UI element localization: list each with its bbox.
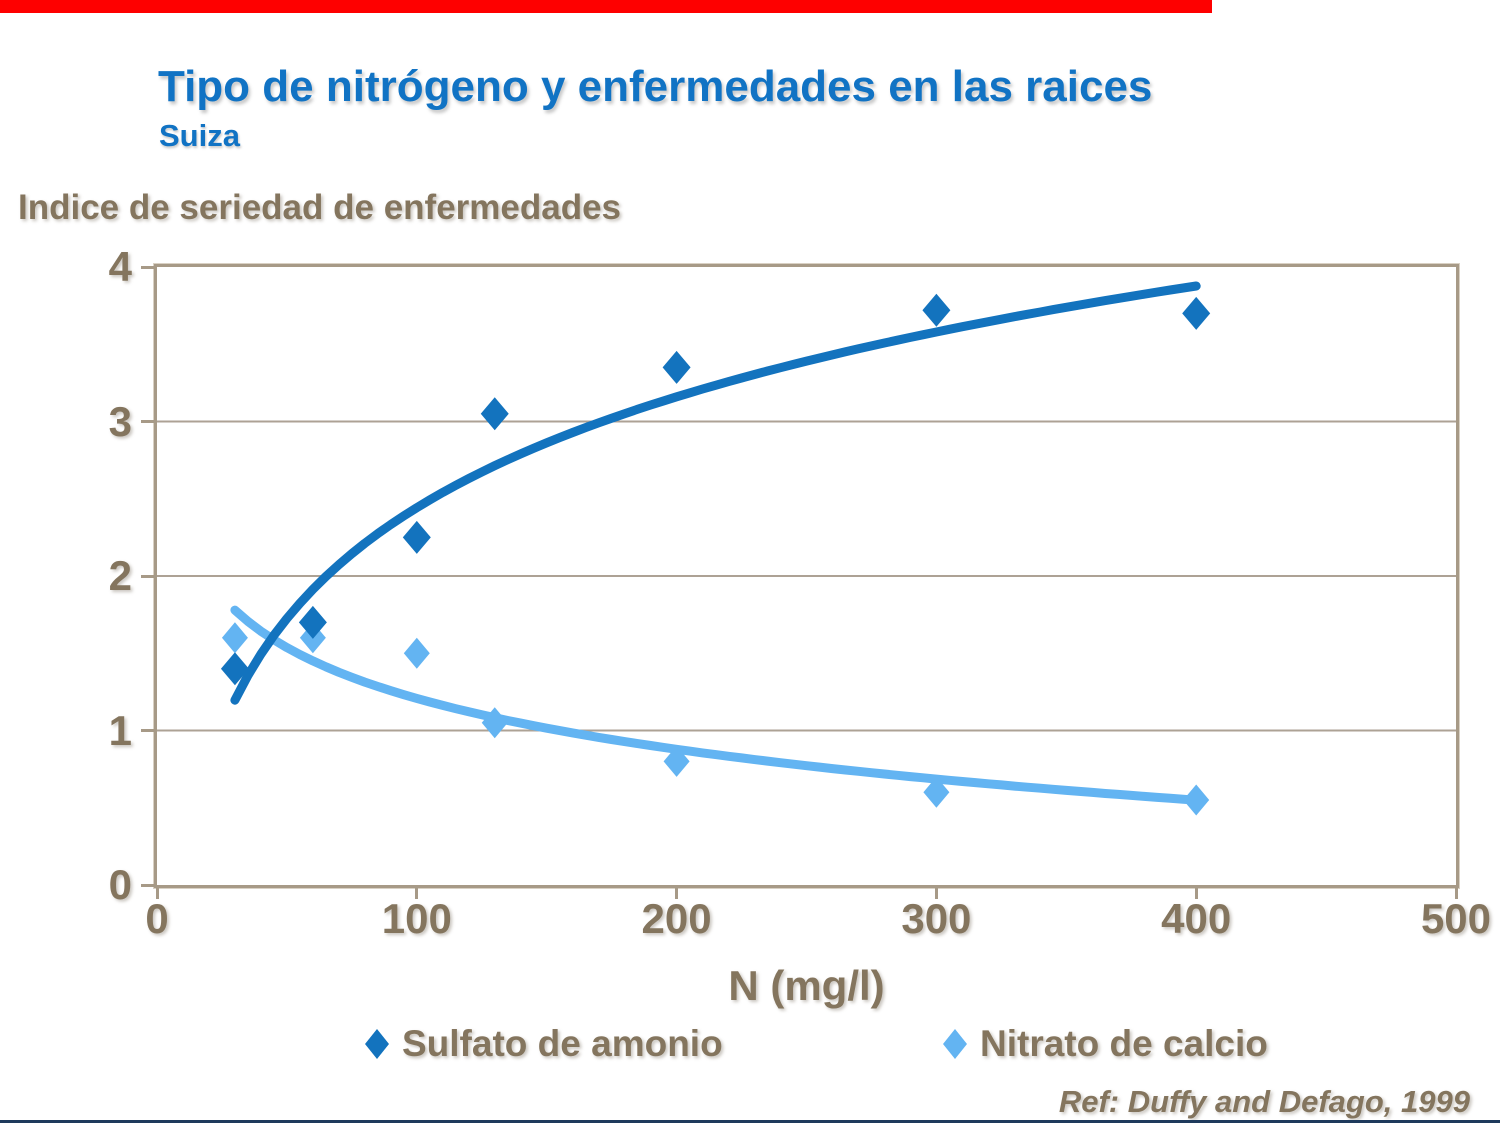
bottom-border-line — [0, 1120, 1500, 1123]
x-tick-mark — [155, 888, 159, 899]
legend-diamond-icon — [943, 1029, 967, 1059]
y-tick-label-1: 1 — [108, 706, 132, 754]
legend-item-sulfato: Sulfato de amonio — [364, 1022, 723, 1066]
y-tick-mark — [141, 883, 154, 887]
top-red-bar — [0, 0, 1212, 13]
data-point-diamond — [480, 397, 509, 431]
x-axis-title: N (mg/l) — [728, 962, 885, 1009]
x-tick-label-0: 0 — [145, 895, 169, 942]
legend-label: Nitrato de calcio — [980, 1023, 1268, 1064]
legend-item-nitrato: Nitrato de calcio — [942, 1022, 1268, 1066]
data-point-diamond — [663, 745, 690, 777]
trendline-1 — [230, 605, 1201, 805]
plot-area — [153, 263, 1460, 889]
data-point-diamond — [402, 520, 431, 554]
data-point-diamond — [662, 350, 691, 384]
data-point-diamond — [922, 293, 951, 327]
data-point-diamond — [1183, 784, 1210, 816]
x-tick-label-100: 100 — [381, 895, 452, 942]
data-point-diamond — [220, 652, 249, 686]
x-tick-mark — [934, 888, 938, 899]
data-point-diamond — [481, 707, 508, 739]
x-tick-mark — [1194, 888, 1198, 899]
y-tick-mark — [141, 574, 154, 578]
plot-canvas — [157, 281, 1456, 816]
legend-diamond-icon — [365, 1029, 389, 1059]
data-point-diamond — [403, 637, 430, 669]
y-tick-mark — [141, 265, 154, 269]
y-tick-mark — [141, 729, 154, 732]
trendline-0 — [230, 281, 1201, 705]
x-tick-label-400: 400 — [1161, 895, 1232, 942]
legend-label: Sulfato de amonio — [402, 1023, 723, 1064]
page-title: Tipo de nitrógeno y enfermedades en las … — [158, 62, 1153, 111]
y-tick-label-3: 3 — [108, 397, 132, 445]
y-axis-title: Indice de seriedad de enfermedades — [18, 188, 622, 227]
data-point-diamond — [1182, 296, 1211, 330]
data-point-diamond — [298, 605, 327, 639]
x-tick-label-300: 300 — [901, 895, 972, 942]
x-tick-mark — [675, 888, 679, 899]
reference-citation: Ref: Duffy and Defago, 1999 — [1058, 1084, 1470, 1119]
page-subtitle: Suiza — [159, 118, 240, 153]
x-tick-label-200: 200 — [641, 895, 712, 942]
y-tick-mark — [141, 420, 154, 423]
y-tick-label-2: 2 — [108, 552, 132, 599]
x-tick-mark — [415, 888, 419, 899]
y-tick-label-4: 4 — [108, 243, 132, 290]
data-point-diamond — [923, 776, 950, 808]
data-point-diamond — [221, 622, 248, 654]
y-tick-label-0: 0 — [108, 861, 132, 908]
x-tick-label-500: 500 — [1420, 895, 1492, 942]
x-tick-mark — [1454, 888, 1458, 899]
